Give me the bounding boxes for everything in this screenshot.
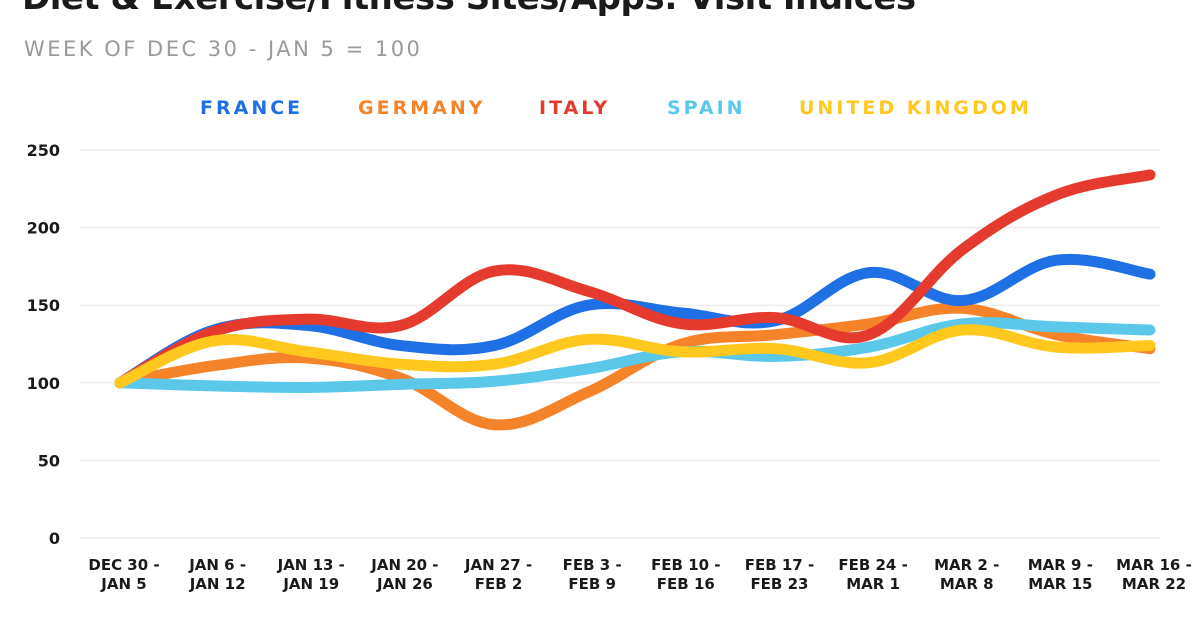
x-tick-label-8: FEB 24 -MAR 1 [838, 556, 907, 593]
x-tick-label-6: FEB 10 -FEB 16 [651, 556, 720, 593]
x-tick-label-11: MAR 16 -MAR 22 [1116, 556, 1192, 593]
legend-italy: ITALY [539, 97, 611, 119]
chart-subtitle: WEEK OF DEC 30 - JAN 5 = 100 [24, 37, 423, 61]
series-line-spain [114, 317, 1156, 394]
x-tick-label-0: DEC 30 -JAN 5 [88, 556, 159, 593]
x-tick-label-9: MAR 2 -MAR 8 [934, 556, 999, 593]
series-line-germany [114, 302, 1156, 431]
y-tick-label-50: 50 [38, 451, 60, 470]
x-tick-label-4: JAN 27 -FEB 2 [464, 556, 532, 593]
x-tick-label-7: FEB 17 -FEB 23 [745, 556, 814, 593]
y-tick-label-150: 150 [27, 296, 60, 315]
series-lines [114, 169, 1156, 431]
x-tick-label-2: JAN 13 -JAN 19 [277, 556, 345, 593]
y-axis-ticks: 0 50 100 150 200 250 [27, 141, 60, 548]
x-tick-label-10: MAR 9 -MAR 15 [1028, 556, 1093, 593]
legend-spain: SPAIN [667, 97, 746, 119]
x-tick-label-5: FEB 3 -FEB 9 [563, 556, 622, 593]
y-tick-label-0: 0 [49, 529, 60, 548]
legend-france: FRANCE [200, 97, 304, 119]
series-line-united-kingdom [114, 324, 1156, 389]
chart-title: Diet & Exercise/Fitness Sites/Apps: Visi… [22, 0, 916, 18]
y-tick-label-250: 250 [27, 141, 60, 160]
x-axis-ticks: DEC 30 -JAN 5 JAN 6 -JAN 12 JAN 13 -JAN 19… [88, 556, 1191, 593]
y-tick-label-200: 200 [27, 219, 60, 238]
legend-germany: GERMANY [358, 97, 486, 119]
y-tick-label-100: 100 [27, 374, 60, 393]
x-tick-label-1: JAN 6 -JAN 12 [188, 556, 246, 593]
x-tick-label-3: JAN 20 -JAN 26 [370, 556, 438, 593]
legend-united-kingdom: UNITED KINGDOM [799, 97, 1032, 119]
series-line-italy [114, 169, 1156, 389]
